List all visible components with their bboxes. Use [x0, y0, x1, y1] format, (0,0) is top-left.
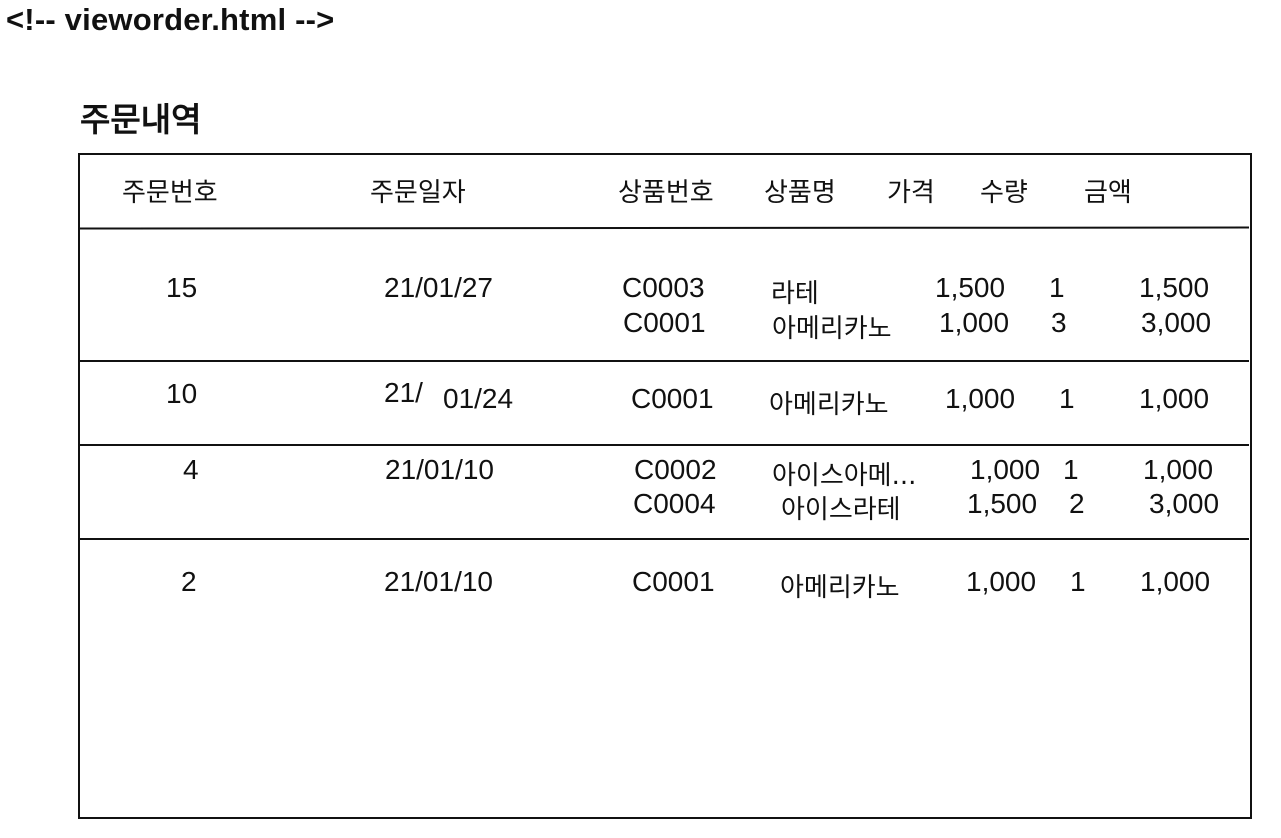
order-date-part: 01/24: [443, 383, 514, 414]
product-name: 아메리카노: [780, 573, 900, 603]
product-name: 라테: [771, 279, 819, 309]
page-title: 주문내역: [80, 100, 202, 139]
order-date-part: 21/: [384, 377, 423, 408]
qty: 1: [1063, 454, 1079, 485]
order-no: 15: [166, 272, 198, 303]
amount: 1,500: [1139, 272, 1210, 303]
row-divider: [80, 538, 1249, 540]
order-date: 21/01/10: [384, 566, 493, 597]
order-date: 21/01/27: [384, 272, 493, 303]
header-order-date: 주문일자: [370, 178, 466, 208]
qty: 1: [1049, 272, 1065, 303]
amount: 1,000: [1139, 383, 1210, 414]
product-name: 아메리카노: [769, 390, 889, 420]
price: 1,000: [970, 454, 1041, 485]
product-name: 아메리카노: [772, 314, 892, 344]
order-no: 2: [181, 566, 197, 597]
price: 1,000: [966, 566, 1037, 597]
qty: 1: [1070, 566, 1086, 597]
header-product-no: 상품번호: [618, 178, 714, 208]
header-price: 가격: [887, 178, 935, 208]
amount: 3,000: [1141, 307, 1212, 338]
product-no: C0001: [631, 383, 714, 414]
product-no: C0004: [633, 488, 716, 519]
file-comment: <!-- vieworder.html -->: [6, 2, 335, 37]
qty: 2: [1069, 488, 1085, 519]
row-divider: [80, 444, 1249, 446]
order-no: 10: [166, 378, 198, 409]
price: 1,500: [935, 272, 1006, 303]
header-product-name: 상품명: [764, 178, 836, 208]
product-name: 아이스아메...: [772, 461, 917, 491]
product-no: C0002: [634, 454, 717, 485]
product-no: C0001: [632, 566, 715, 597]
product-no: C0003: [622, 272, 705, 303]
amount: 1,000: [1140, 566, 1211, 597]
order-no: 4: [183, 454, 199, 485]
qty: 1: [1059, 383, 1075, 414]
order-date: 21/01/10: [385, 454, 494, 485]
amount: 3,000: [1149, 488, 1220, 519]
qty: 3: [1051, 307, 1067, 338]
orders-table-frame: [78, 153, 1252, 819]
price: 1,500: [967, 488, 1038, 519]
price: 1,000: [945, 383, 1016, 414]
product-name: 아이스라테: [781, 495, 901, 525]
header-qty: 수량: [980, 178, 1028, 208]
amount: 1,000: [1143, 454, 1214, 485]
product-no: C0001: [623, 307, 706, 338]
row-divider: [80, 360, 1249, 362]
header-amount: 금액: [1084, 178, 1132, 208]
header-order-no: 주문번호: [122, 178, 218, 208]
price: 1,000: [939, 307, 1010, 338]
